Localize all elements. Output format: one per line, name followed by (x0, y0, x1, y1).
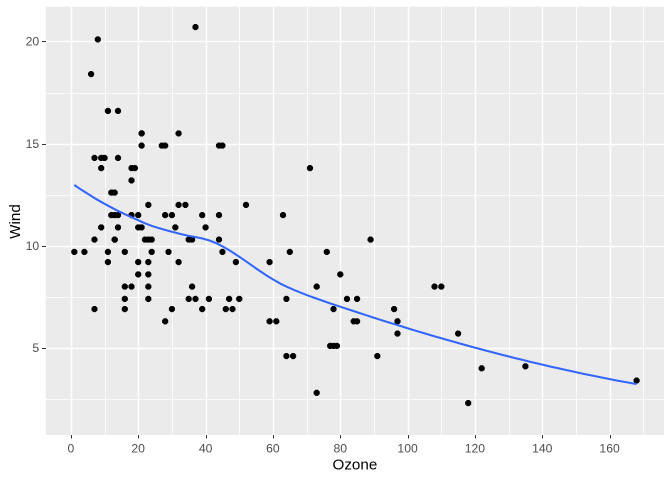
svg-text:60: 60 (266, 442, 280, 456)
svg-text:15: 15 (26, 137, 40, 151)
svg-text:160: 160 (599, 442, 620, 456)
svg-text:20: 20 (131, 442, 145, 456)
svg-text:5: 5 (32, 341, 39, 355)
svg-text:10: 10 (26, 239, 40, 253)
svg-text:120: 120 (465, 442, 486, 456)
svg-text:40: 40 (199, 442, 213, 456)
svg-text:0: 0 (68, 442, 75, 456)
svg-text:Ozone: Ozone (333, 456, 378, 473)
svg-text:100: 100 (397, 442, 418, 456)
svg-text:20: 20 (26, 35, 40, 49)
svg-text:Wind: Wind (7, 204, 24, 239)
svg-text:80: 80 (334, 442, 348, 456)
svg-text:140: 140 (532, 442, 553, 456)
